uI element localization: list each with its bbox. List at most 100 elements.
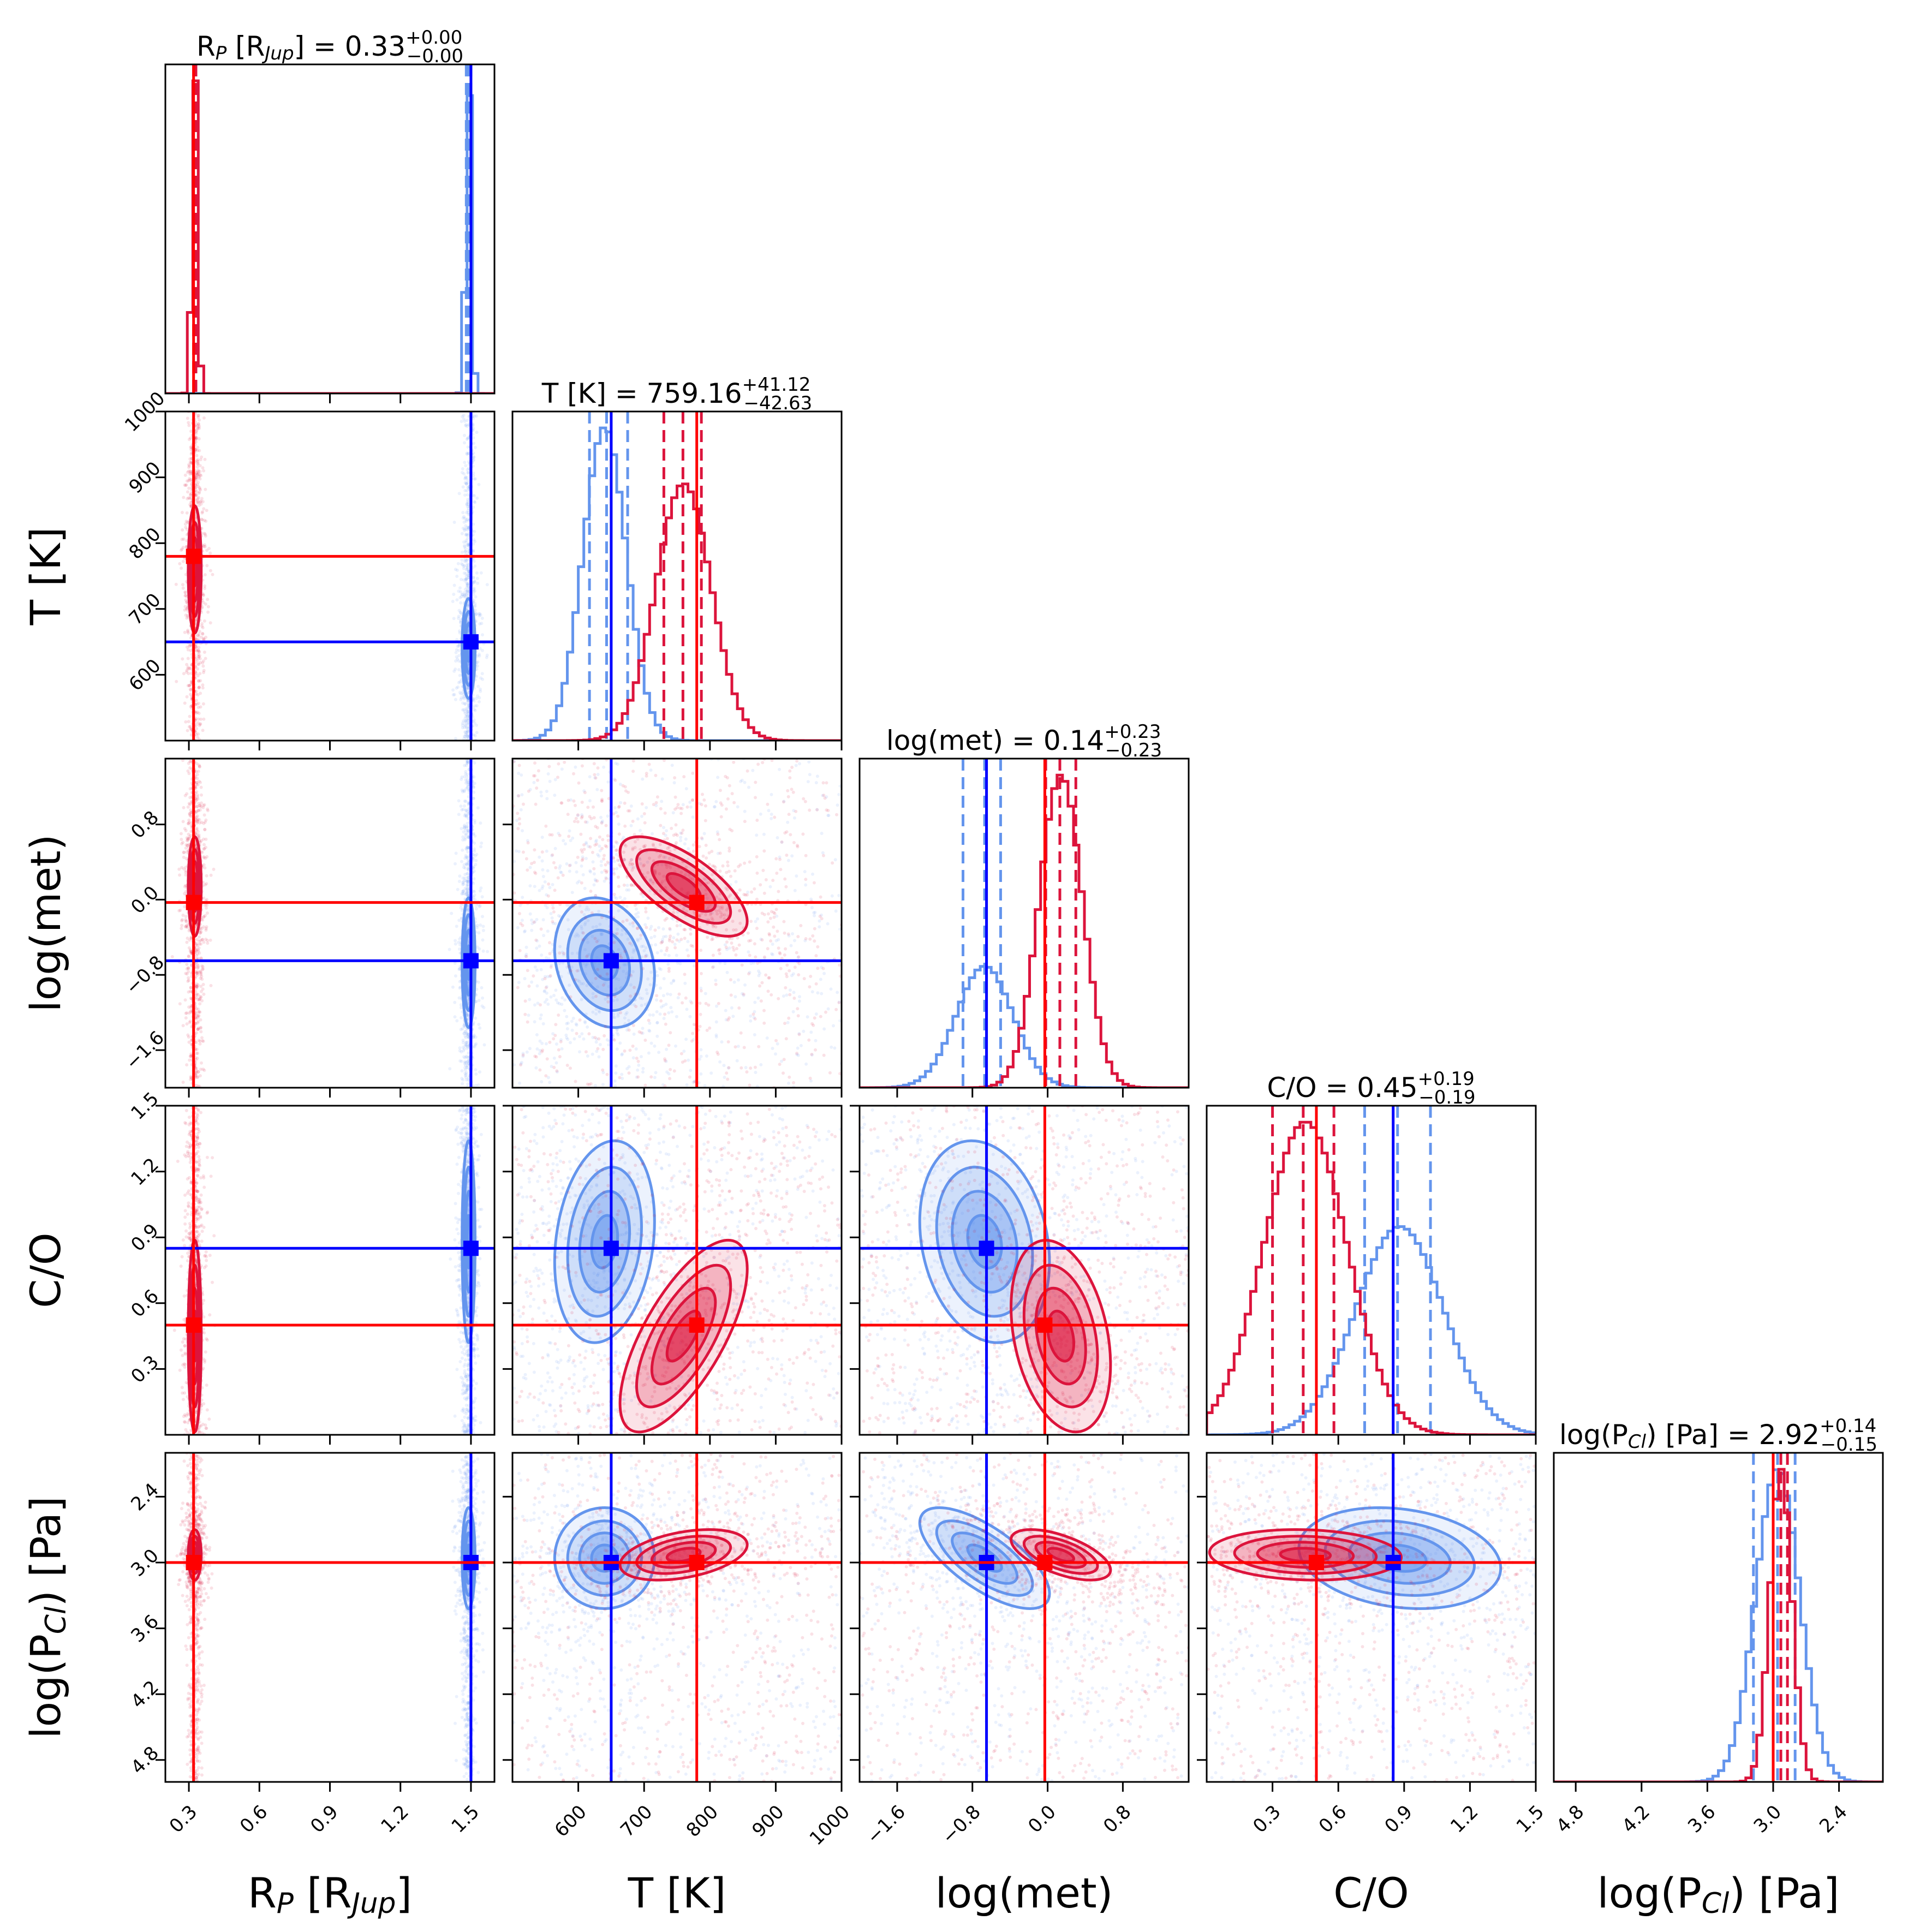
scatter-point <box>636 1059 640 1063</box>
scatter-point <box>196 809 200 812</box>
scatter-point <box>810 906 814 910</box>
scatter-point <box>466 722 469 726</box>
scatter-point <box>648 1021 652 1025</box>
scatter-point <box>196 721 200 725</box>
scatter-point <box>463 764 467 767</box>
scatter-point <box>463 886 467 890</box>
scatter-point <box>189 643 193 647</box>
scatter-point <box>460 909 464 913</box>
scatter-point <box>597 1055 601 1059</box>
scatter-point <box>580 764 584 768</box>
scatter-point <box>467 452 470 456</box>
scatter-point <box>466 856 469 860</box>
scatter-point <box>460 550 464 554</box>
scatter-point <box>464 1060 467 1064</box>
scatter-point <box>465 452 469 456</box>
scatter-point <box>479 613 482 617</box>
scatter-point <box>833 1046 837 1050</box>
scatter-point <box>194 711 198 715</box>
scatter-point <box>188 460 192 464</box>
scatter-point <box>466 885 470 888</box>
scatter-point <box>196 1051 200 1055</box>
scatter-point <box>204 837 208 841</box>
scatter-point <box>762 832 766 836</box>
scatter-point <box>467 603 470 607</box>
scatter-point <box>201 1039 205 1043</box>
scatter-point <box>808 808 812 812</box>
scatter-point <box>472 587 476 590</box>
scatter-point <box>199 976 202 980</box>
scatter-point <box>466 759 469 763</box>
scatter-point <box>180 842 184 845</box>
scatter-point <box>466 536 469 540</box>
scatter-point <box>458 690 462 694</box>
scatter-point <box>188 760 192 764</box>
scatter-point <box>808 1076 812 1080</box>
scatter-point <box>570 1019 574 1023</box>
scatter-point <box>195 944 199 947</box>
scatter-point <box>464 736 468 740</box>
scatter-point <box>475 926 479 929</box>
scatter-point <box>539 1013 543 1017</box>
scatter-point <box>786 820 790 824</box>
scatter-point <box>195 821 199 825</box>
scatter-point <box>472 797 475 800</box>
scatter-point <box>803 870 807 874</box>
scatter-point <box>527 1013 530 1017</box>
scatter-point <box>463 717 467 720</box>
scatter-point <box>473 849 476 853</box>
scatter-point <box>804 1062 808 1066</box>
scatter-point <box>464 832 468 836</box>
scatter-point <box>689 805 693 809</box>
scatter-point <box>629 824 633 827</box>
scatter-point <box>672 1069 676 1073</box>
scatter-point <box>189 935 193 939</box>
scatter-point <box>189 471 193 475</box>
scatter-point <box>189 693 192 696</box>
scatter-point <box>627 1065 631 1069</box>
scatter-point <box>466 836 470 839</box>
scatter-point <box>209 983 213 987</box>
scatter-point <box>810 1052 814 1056</box>
scatter-point <box>664 1059 668 1063</box>
scatter-point <box>473 890 476 893</box>
scatter-point <box>203 587 206 591</box>
scatter-point <box>189 705 193 708</box>
scatter-point <box>458 947 461 951</box>
scatter-point <box>646 1124 649 1127</box>
scatter-point <box>184 925 188 928</box>
scatter-point <box>571 836 575 840</box>
scatter-point <box>197 802 201 806</box>
scatter-point <box>691 1081 695 1084</box>
scatter-point <box>713 805 717 809</box>
scatter-point <box>654 943 658 947</box>
scatter-point <box>657 926 660 929</box>
scatter-point <box>541 868 545 872</box>
scatter-point <box>588 775 592 779</box>
scatter-point <box>478 612 482 616</box>
scatter-point <box>466 436 470 440</box>
scatter-point <box>206 807 210 811</box>
scatter-point <box>463 876 467 880</box>
scatter-point <box>461 708 464 712</box>
scatter-point <box>204 635 208 639</box>
scatter-point <box>461 723 464 727</box>
scatter-point <box>465 1047 469 1051</box>
scatter-point <box>625 884 629 887</box>
scatter-point <box>456 887 460 891</box>
scatter-point <box>793 939 796 943</box>
scatter-point <box>464 1041 468 1045</box>
scatter-point <box>554 998 558 1002</box>
scatter-point <box>647 1093 650 1096</box>
scatter-point <box>457 644 461 648</box>
scatter-point <box>194 642 198 646</box>
scatter-point <box>466 872 470 875</box>
scatter-point <box>466 882 470 886</box>
scatter-point <box>472 699 476 703</box>
scatter-point <box>450 911 454 915</box>
scatter-point <box>581 873 585 876</box>
scatter-point <box>198 426 201 430</box>
scatter-point <box>195 727 198 731</box>
scatter-point <box>196 422 200 426</box>
scatter-point <box>689 1069 693 1072</box>
